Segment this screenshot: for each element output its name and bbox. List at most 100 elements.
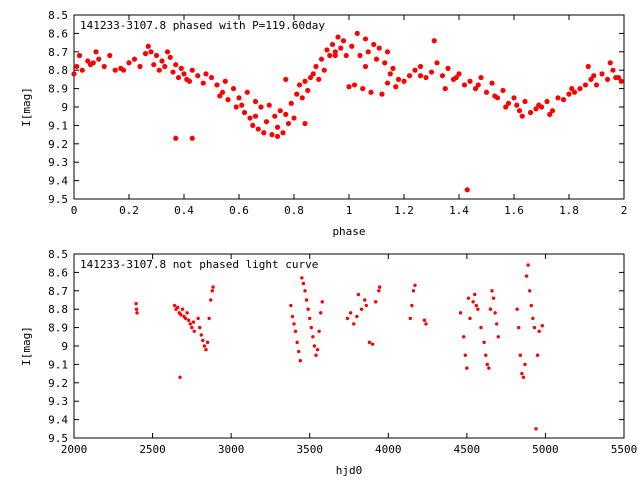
x-tick-label: 2000 <box>61 443 88 456</box>
data-point <box>310 71 316 77</box>
data-point <box>465 366 469 370</box>
data-point <box>148 49 154 55</box>
data-point <box>187 318 191 322</box>
x-tick-label: 3000 <box>218 443 245 456</box>
x-tick-label: 2500 <box>139 443 166 456</box>
data-point <box>172 303 177 308</box>
data-point <box>476 307 480 311</box>
data-point <box>357 52 363 59</box>
data-point <box>96 56 102 62</box>
data-point <box>585 63 591 70</box>
data-point <box>299 95 305 101</box>
data-point <box>566 91 572 97</box>
data-point <box>162 63 168 70</box>
data-point <box>327 52 333 59</box>
data-point <box>151 62 157 68</box>
y-tick-label: 9.5 <box>48 432 68 445</box>
y-tick-label: 9 <box>61 340 68 353</box>
data-point <box>472 86 479 92</box>
data-point <box>492 93 498 99</box>
data-point <box>261 130 267 136</box>
data-point <box>178 375 182 379</box>
data-point <box>491 296 496 300</box>
data-point <box>485 362 489 367</box>
data-point <box>280 130 286 136</box>
data-point <box>247 115 253 121</box>
data-point <box>376 45 382 51</box>
y-axis-label: I[mag] <box>20 87 33 127</box>
data-point <box>317 329 321 333</box>
data-point <box>468 316 472 321</box>
data-point <box>393 84 399 90</box>
data-point <box>301 281 306 286</box>
data-point <box>173 135 179 141</box>
data-point <box>120 67 127 73</box>
data-point <box>316 76 322 82</box>
data-point <box>514 102 520 108</box>
data-point <box>314 353 318 357</box>
data-point <box>321 67 327 73</box>
data-point <box>285 120 292 127</box>
data-point <box>290 314 295 319</box>
x-tick-label: 0.2 <box>119 204 139 217</box>
data-point <box>79 67 85 73</box>
data-point <box>531 316 535 321</box>
data-point <box>272 113 278 119</box>
data-point <box>458 311 463 315</box>
data-point <box>613 74 619 81</box>
data-point <box>540 324 544 328</box>
data-point <box>479 325 483 330</box>
data-point <box>93 49 99 55</box>
data-point <box>274 124 281 130</box>
plot-frame <box>73 253 625 439</box>
data-point <box>199 333 203 337</box>
data-point <box>329 41 336 48</box>
data-point <box>488 307 493 311</box>
data-point <box>428 69 435 75</box>
data-point <box>134 301 138 306</box>
data-point <box>203 71 209 77</box>
x-tick-label: 0.4 <box>174 204 194 217</box>
data-point <box>478 74 484 81</box>
x-tick-label: 5000 <box>532 443 559 456</box>
data-point <box>518 353 522 357</box>
y-tick-label: 9.4 <box>48 175 68 188</box>
data-point <box>131 56 138 62</box>
data-point <box>534 427 538 431</box>
data-point <box>423 74 429 81</box>
data-point <box>142 51 149 57</box>
data-point <box>126 60 132 66</box>
data-point <box>176 305 180 310</box>
chart-title: 141233-3107.8 not phased light curve <box>80 258 318 271</box>
data-point <box>305 87 311 94</box>
data-point <box>463 353 467 357</box>
data-point <box>71 71 77 77</box>
data-point <box>291 115 297 121</box>
data-point <box>239 102 245 108</box>
data-point <box>390 65 396 71</box>
x-tick-label: 5500 <box>611 443 638 456</box>
data-point <box>345 316 350 321</box>
data-point <box>189 135 195 141</box>
data-point <box>387 71 393 77</box>
data-point <box>196 316 200 321</box>
data-point <box>439 73 446 79</box>
data-point <box>198 325 202 330</box>
data-point <box>178 65 184 71</box>
data-point <box>547 111 553 117</box>
data-point <box>471 300 475 304</box>
raw-light-curve-panel: 141233-3107.8 not phased light curve I[m… <box>20 248 637 477</box>
data-point <box>524 274 529 278</box>
data-point <box>179 313 183 317</box>
data-point <box>250 122 256 128</box>
y-tick-label: 8.8 <box>48 303 68 316</box>
data-point <box>500 87 506 94</box>
data-point <box>360 86 366 92</box>
data-point <box>503 104 509 110</box>
y-tick-label: 8.7 <box>48 46 68 59</box>
data-point <box>362 63 369 70</box>
data-point <box>537 329 541 333</box>
axis-ticks: 2000 2500 3000 3500 4000 4500 5000 5500 8.5 8.6 8.… <box>48 248 637 456</box>
data-point <box>516 108 523 114</box>
y-tick-label: 9.1 <box>48 119 68 132</box>
